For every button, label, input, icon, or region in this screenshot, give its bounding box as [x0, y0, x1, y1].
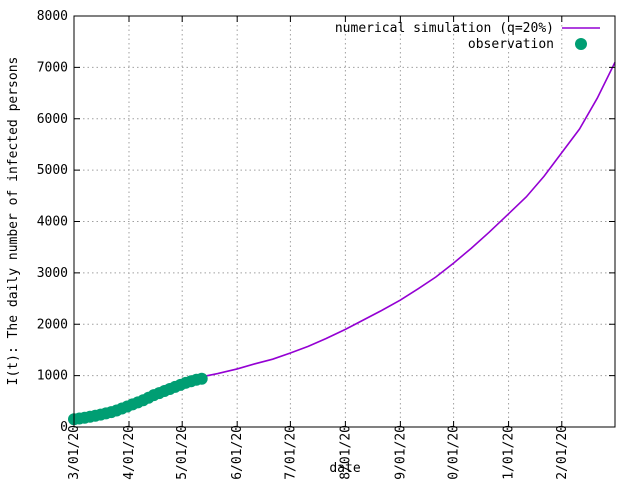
x-tick-label: 08/01/20 [338, 425, 353, 480]
x-tick-label: 09/01/20 [393, 425, 408, 480]
x-tick-label: 06/01/20 [230, 425, 245, 480]
x-tick-label: 05/01/20 [175, 425, 190, 480]
series-line-simulation [73, 61, 616, 421]
y-tick-label: 0 [60, 420, 68, 435]
y-tick-label: 7000 [37, 60, 68, 75]
x-tick-label: 07/01/20 [283, 425, 298, 480]
legend-sample-point [575, 38, 587, 50]
legend: numerical simulation (q=20%)observation [335, 21, 600, 52]
y-tick-label: 1000 [37, 369, 68, 384]
y-tick-label: 3000 [37, 266, 68, 281]
legend-label: observation [468, 37, 554, 52]
series-layer [68, 61, 616, 426]
observation-point [195, 372, 208, 385]
x-tick-label: 12/01/20 [555, 425, 570, 480]
x-tick-label: 04/01/20 [122, 425, 137, 480]
y-tick-label: 2000 [37, 317, 68, 332]
y-tick-label: 6000 [37, 112, 68, 127]
x-tick-label: 03/01/20 [67, 425, 82, 480]
y-tick-label: 5000 [37, 163, 68, 178]
y-axis-title: I(t): The daily number of infected perso… [6, 57, 21, 386]
x-tick-label: 11/01/20 [502, 425, 517, 480]
y-tick-label: 4000 [37, 215, 68, 230]
grid [74, 16, 615, 427]
axis-ticks: 0 1000 2000 3000 4000 5000 6000 7000 8000 03/01/2… [37, 9, 615, 480]
x-axis-title: date [329, 461, 360, 476]
x-tick-label: 10/01/20 [447, 425, 462, 480]
legend-label: numerical simulation (q=20%) [335, 21, 554, 36]
y-tick-label: 8000 [37, 9, 68, 24]
